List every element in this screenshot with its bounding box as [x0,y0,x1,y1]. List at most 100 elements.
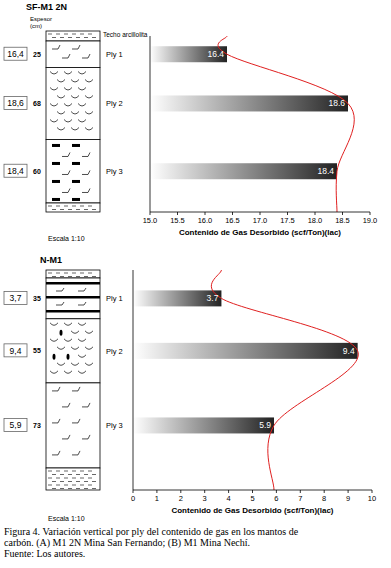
y-axis-line [133,270,134,490]
arc-symbol [64,103,72,106]
value-box [4,164,27,177]
arc-symbol [71,79,79,82]
shale-dash [80,471,84,472]
arc-symbol [78,103,86,106]
x-tick-label: 6 [274,494,278,503]
x-axis-title: Contenido de Gas Desorbido (scf/Ton)(lac… [179,228,341,237]
arc-symbol [85,95,93,98]
box-label: 3,7 [10,293,22,303]
x-tick-label: 1 [155,494,159,503]
x-tick-label: 15.0 [143,216,158,225]
shale-dash [92,481,96,482]
x-tick [342,212,343,215]
x-tick-label: 15.5 [170,216,185,225]
x-tick-label: 7 [298,494,302,503]
x-tick [180,490,181,493]
scale-label: Escala 1:10 [48,515,85,522]
coal-band [46,282,100,285]
x-tick [348,490,349,493]
coal-block [72,180,80,183]
arc-symbol [64,87,72,90]
thickness-value: 25 [33,51,41,58]
category-label: Ply 2 [106,347,123,356]
category-label: Ply 1 [106,294,123,303]
shale-dash [80,485,84,486]
x-tick-label: 17.5 [280,216,295,225]
x-tick [204,490,205,493]
arc-symbol [50,371,58,374]
x-tick [370,212,371,215]
x-tick [315,212,316,215]
shale-dash [52,488,56,489]
shale-dash [64,34,68,35]
x-tick-label: 2 [179,494,183,503]
arc-symbol [71,111,79,114]
shale-dash [60,37,64,38]
shale-dash [72,34,76,35]
coal-block [72,198,80,201]
box-label: 16,4 [7,49,24,59]
category-label: Ply 1 [106,50,123,59]
bar [150,46,227,62]
arc-symbol [85,79,93,82]
x-tick [276,490,277,493]
shale-dash [68,276,72,277]
arc-symbol [85,127,93,129]
shale-dash [88,206,92,207]
x-tick-label: 9 [346,494,350,503]
shale-dash [56,34,60,35]
x-tick [205,212,206,215]
shale-dash [72,206,76,207]
coal-block [52,162,60,165]
shale-dash [68,474,72,475]
thickness-value: 35 [33,295,41,302]
shale-dash [92,37,96,38]
layer-box [46,383,100,468]
trend-curve [218,36,354,212]
arc-symbol [78,119,86,122]
source: Fuente: Los autores. [4,548,85,559]
shale-dash [76,474,80,475]
shale-dash [84,481,88,482]
tick-symbol [82,170,90,174]
x-tick-label: 3 [203,494,207,503]
layer-box [46,278,100,319]
shale-dash [76,209,80,210]
arc-symbol [57,95,65,98]
arc-symbol [50,87,58,90]
x-tick-label: 18.0 [308,216,323,225]
arc-symbol [50,323,58,326]
shale-dash [76,276,80,277]
thickness-title-line: Espesor [30,16,52,22]
scale-label: Escala 1:10 [48,235,85,242]
arc-symbol [64,119,72,122]
data-label: 3.7 [207,293,219,303]
shale-dash [48,206,52,207]
bar [133,417,274,433]
data-label: 18.6 [328,98,345,108]
shale-dash [88,34,92,35]
tick-symbol [56,302,86,305]
shale-dash [48,485,52,486]
tick-symbol [82,435,90,439]
value-box [4,96,27,109]
marks [150,36,354,212]
shale-dash [52,276,56,277]
layer-box [46,319,100,383]
shale-dash [72,485,76,486]
shale-dash [84,37,88,38]
shale-dash [76,37,80,38]
x-tick [324,490,325,493]
arc-symbol [78,371,86,374]
x-tick-label: 18.5 [335,216,350,225]
box-label: 5,9 [10,420,22,430]
shale-dash [64,471,68,472]
shale-dash [60,209,64,210]
shale-dash [60,488,64,489]
shale-dash [88,478,92,479]
x-tick [133,490,134,493]
bar [150,95,348,111]
bar [133,343,358,359]
value-box [4,291,27,304]
tick-symbol [62,170,70,174]
